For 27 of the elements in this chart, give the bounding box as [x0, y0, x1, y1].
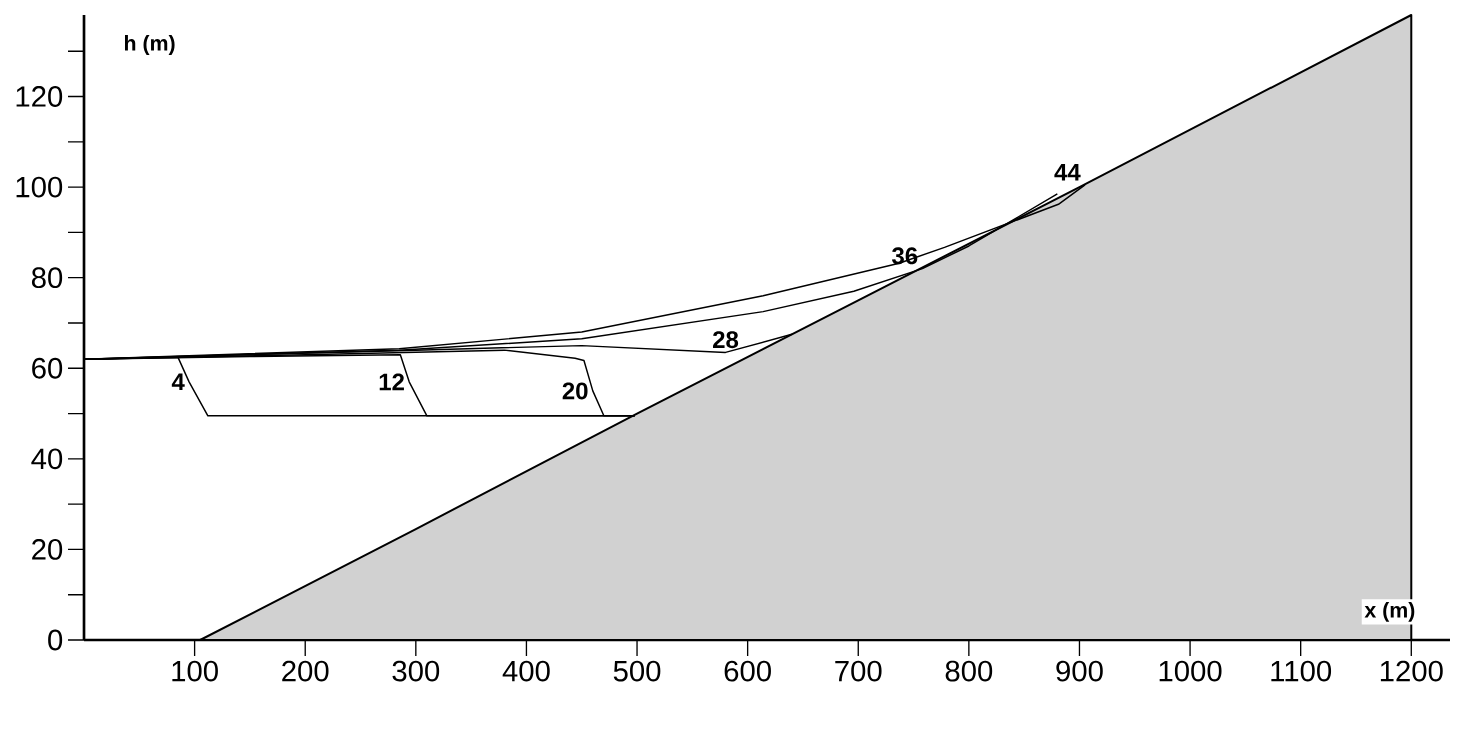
series-label: 36 — [891, 247, 918, 265]
y-tick-label: 20 — [32, 539, 63, 560]
series-label: 12 — [379, 373, 404, 391]
x-tick-label: 600 — [724, 660, 771, 682]
y-tick-label: 100 — [16, 176, 63, 198]
y-tick-label: 60 — [32, 357, 63, 379]
y-tick-label: 120 — [16, 86, 63, 107]
x-tick-label: 1000 — [1159, 660, 1222, 682]
x-tick-label: 800 — [945, 660, 993, 682]
x-tick-label: 100 — [172, 660, 218, 682]
x-tick-label: 500 — [613, 660, 661, 682]
x-tick-label: 200 — [282, 660, 329, 682]
series-label: 20 — [562, 382, 588, 400]
y-axis-title: h (m) — [125, 35, 175, 55]
y-tick-label: 80 — [31, 267, 63, 289]
x-tick-label: 1200 — [1380, 660, 1443, 682]
x-tick-label: 400 — [502, 660, 550, 682]
x-tick-label: 700 — [835, 660, 882, 682]
x-axis-title: x (m) — [1364, 601, 1415, 622]
x-tick-label: 300 — [392, 660, 440, 682]
series-label: 28 — [713, 331, 739, 349]
series-label: 4 — [171, 373, 185, 391]
x-tick-label: 900 — [1056, 660, 1103, 682]
y-tick-label: 0 — [48, 629, 63, 651]
y-tick-label: 40 — [31, 448, 63, 470]
series-label: 44 — [1054, 164, 1081, 181]
x-tick-label: 1100 — [1271, 660, 1332, 682]
